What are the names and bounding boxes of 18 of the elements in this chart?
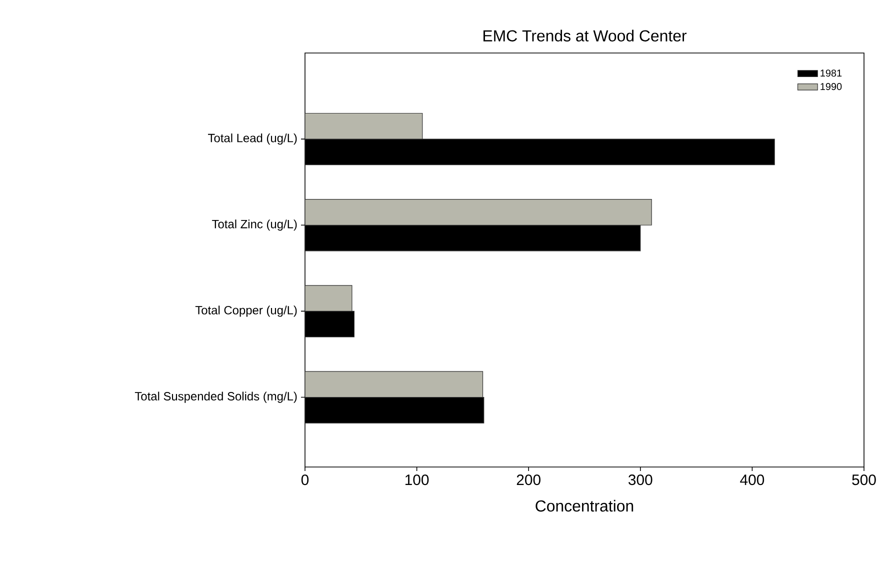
y-tick-label: Total Lead (ug/L) — [208, 133, 297, 145]
x-tick-label: 300 — [628, 474, 652, 486]
bar — [305, 112, 423, 140]
y-tick-label: Total Suspended Solids (mg/L) — [134, 392, 297, 403]
x-axis-title: Concentration — [536, 500, 634, 512]
x-tick-label: 400 — [740, 474, 764, 486]
y-tick-label: Total Copper (ug/L) — [195, 306, 297, 317]
x-tick-label: 0 — [301, 474, 309, 486]
chart-title: EMC Trends at Wood Center — [483, 30, 687, 42]
legend-label: 1990 — [820, 83, 842, 90]
legend-label: 1981 — [820, 70, 842, 77]
bar — [305, 199, 652, 226]
x-tick-label: 500 — [852, 474, 876, 486]
y-tick-label: Total Zinc (ug/L) — [212, 220, 297, 231]
x-tick-label: 200 — [516, 474, 540, 486]
bar — [305, 371, 484, 398]
x-tick-label: 100 — [405, 474, 429, 486]
bar — [305, 285, 352, 312]
